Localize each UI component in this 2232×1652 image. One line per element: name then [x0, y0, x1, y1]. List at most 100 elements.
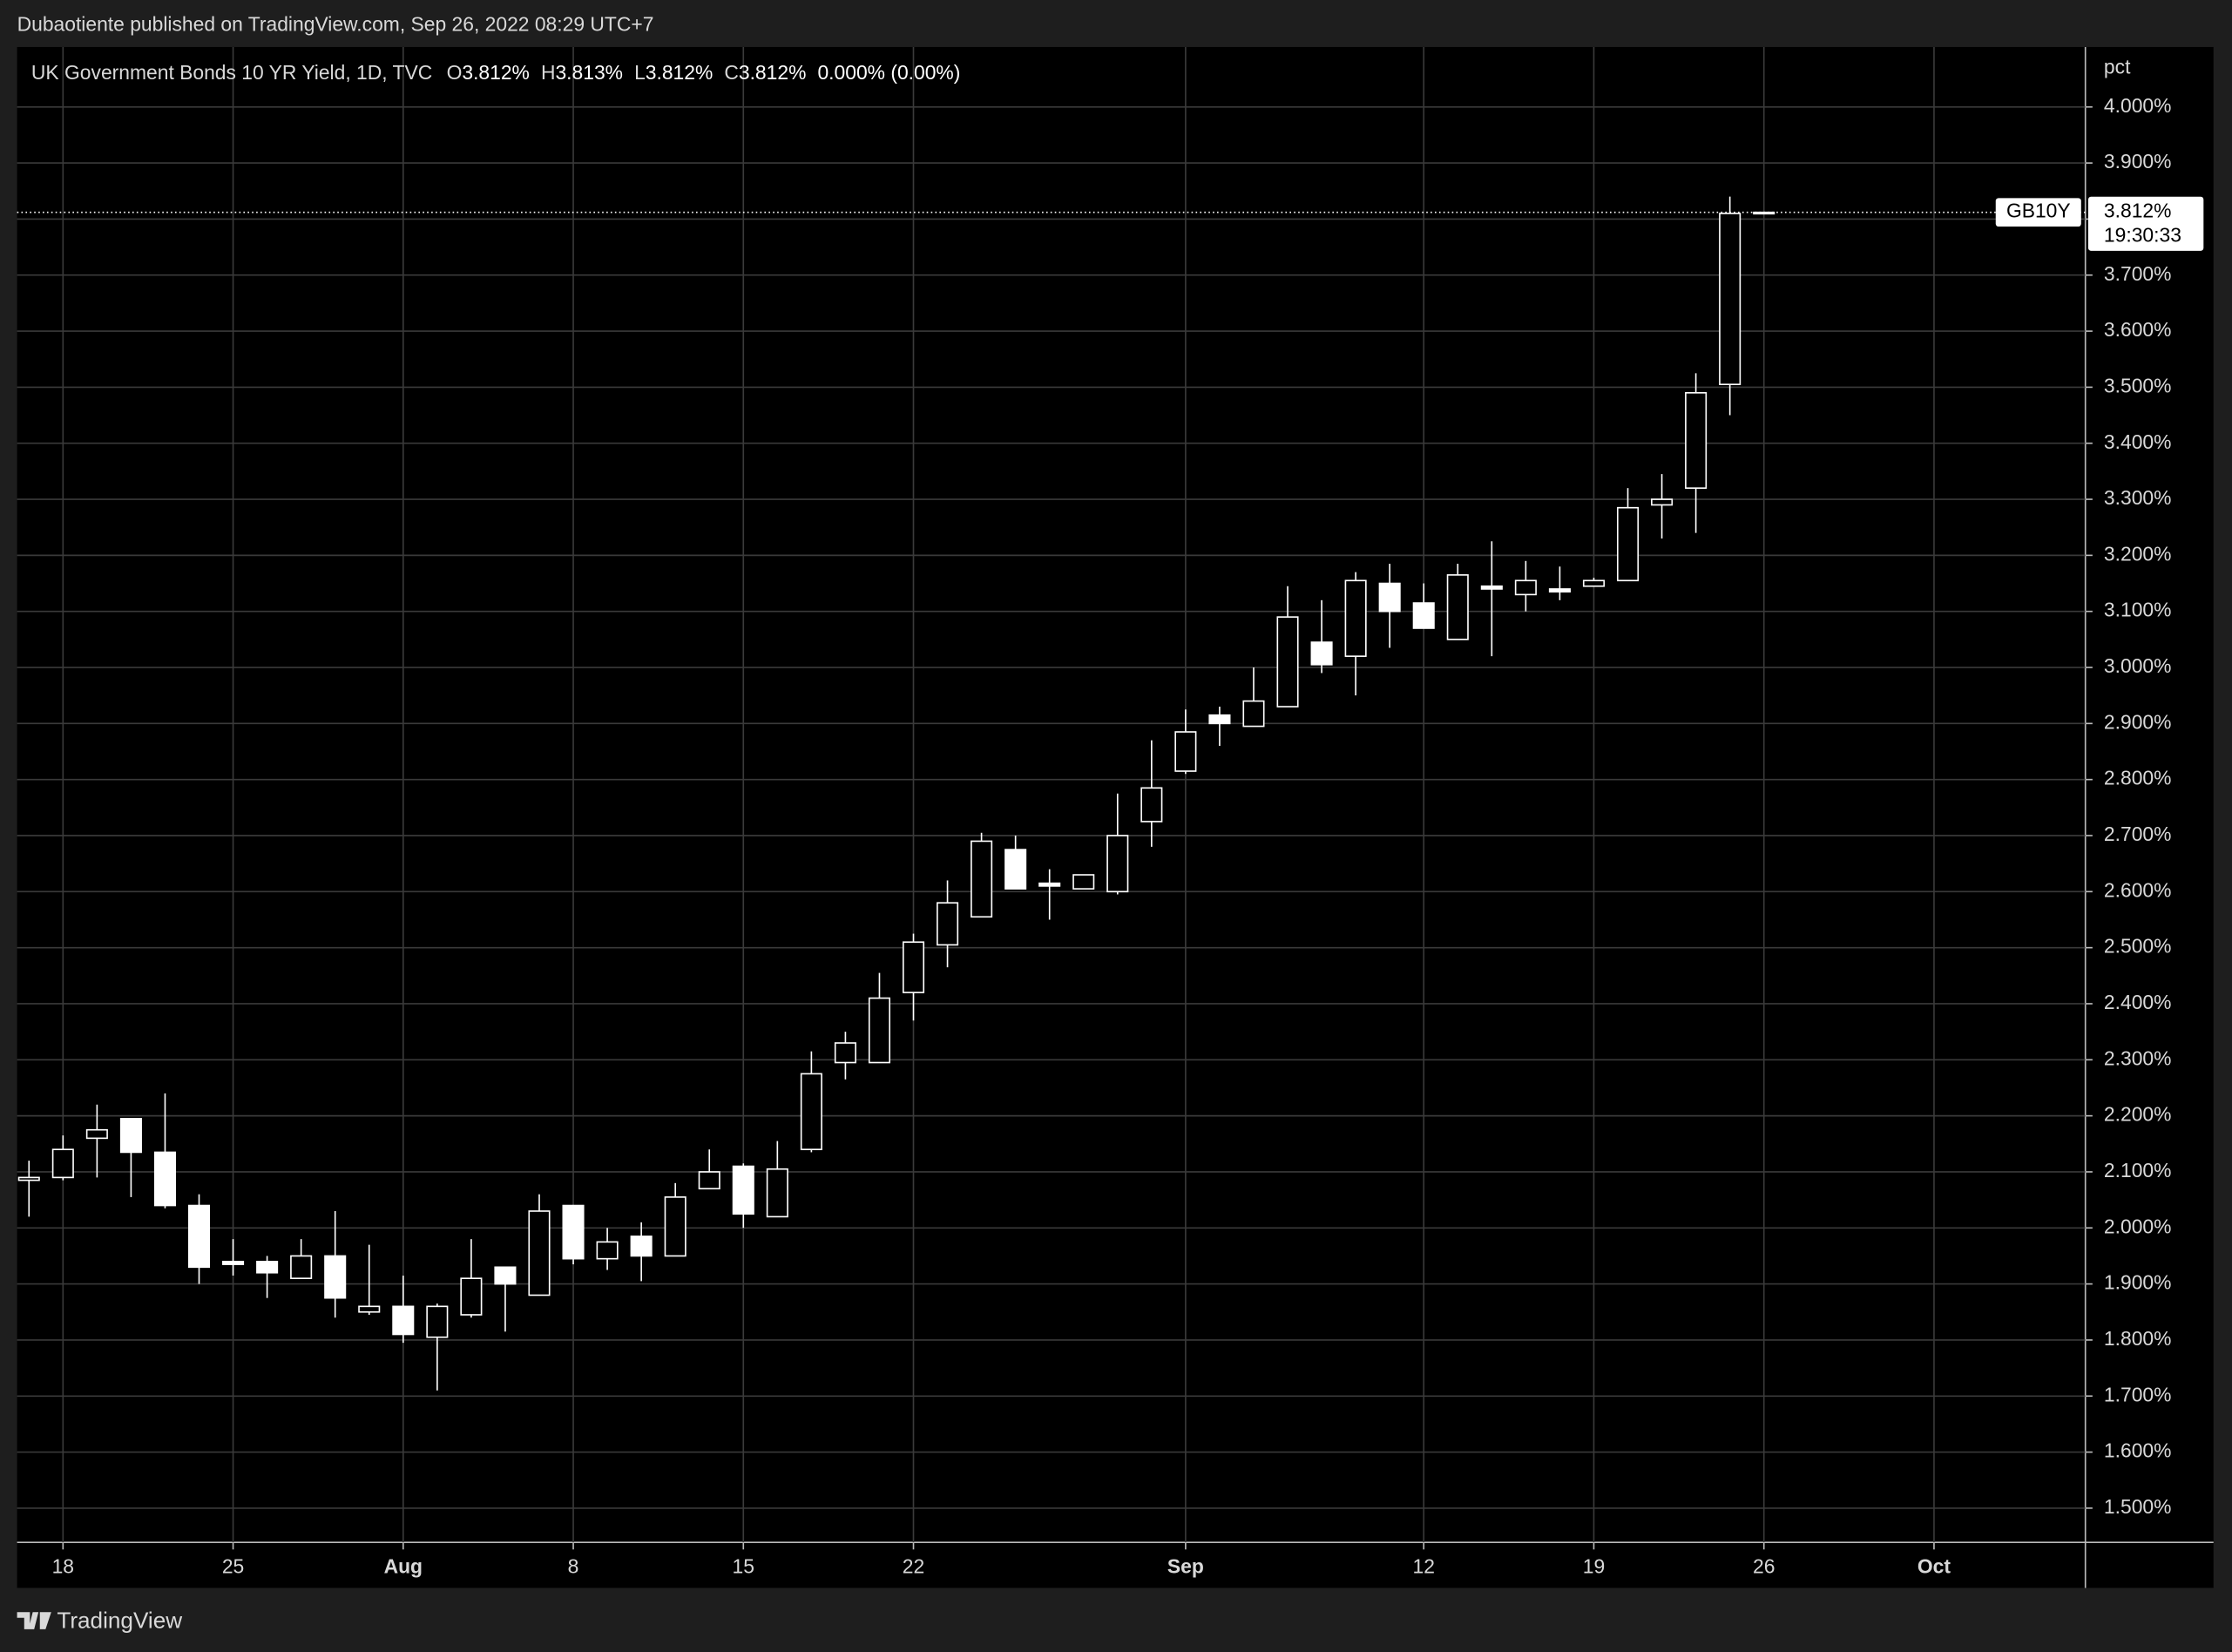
- y-tick-label: 2.900%: [2104, 710, 2172, 733]
- logo-mark: [17, 1612, 51, 1629]
- candle-body: [800, 1073, 822, 1151]
- y-tick-label: 2.000%: [2104, 1215, 2172, 1237]
- candle-body: [290, 1255, 313, 1279]
- legend-value: 3.812%: [462, 61, 530, 84]
- symbol-label-box: [1995, 198, 2081, 227]
- candle-body: [1582, 579, 1605, 587]
- candle-body: [902, 941, 925, 993]
- x-tick-label: 26: [1753, 1555, 1775, 1578]
- candle-body: [222, 1261, 245, 1265]
- y-tick-label: 2.600%: [2104, 878, 2172, 901]
- candle-body: [153, 1151, 176, 1207]
- candle-body: [971, 840, 993, 918]
- candle-body: [630, 1236, 653, 1257]
- candle-body: [1685, 392, 1708, 489]
- candle-body: [1174, 731, 1197, 772]
- candle-body: [937, 902, 959, 946]
- candle-body: [17, 1176, 40, 1181]
- candle-body: [1719, 213, 1742, 385]
- x-tick-label: 18: [52, 1555, 74, 1578]
- y-tick-label: 4.000%: [2104, 94, 2172, 117]
- legend-key: H: [541, 61, 556, 84]
- candle-body: [596, 1241, 619, 1260]
- candle-body: [1310, 641, 1333, 666]
- candle-body: [1480, 585, 1503, 590]
- candle-body: [732, 1165, 754, 1215]
- candle-body: [51, 1148, 74, 1179]
- y-tick-label: 3.700%: [2104, 262, 2172, 285]
- legend-value: 3.813%: [555, 61, 623, 84]
- y-tick-label: 3.000%: [2104, 654, 2172, 677]
- legend-change: 0.000% (0.00%): [817, 61, 960, 84]
- candle-body: [698, 1171, 720, 1190]
- symbol-label: GB10Y: [2006, 200, 2071, 222]
- candle-body: [1378, 582, 1401, 613]
- candle-body: [1276, 616, 1299, 708]
- footer-brand: TradingView: [57, 1608, 182, 1634]
- y-tick-label: 3.500%: [2104, 374, 2172, 396]
- candle-body: [1446, 574, 1469, 640]
- chart-pane: [17, 46, 2086, 1543]
- candle-body: [324, 1255, 347, 1299]
- y-tick-label: 2.800%: [2104, 767, 2172, 789]
- candle-body: [1514, 579, 1537, 596]
- legend-value: 3.812%: [739, 61, 807, 84]
- x-tick-label: 12: [1413, 1555, 1435, 1578]
- price-axis: [2085, 46, 2214, 1543]
- y-tick-label: 2.100%: [2104, 1159, 2172, 1181]
- x-tick-label: Aug: [384, 1555, 423, 1578]
- candle-body: [1344, 579, 1367, 657]
- candle-body: [426, 1305, 449, 1338]
- candle-body: [494, 1266, 517, 1285]
- candle-body: [1412, 602, 1435, 629]
- y-tick-label: 1.500%: [2104, 1495, 2172, 1518]
- tradingview-logo: TradingView: [17, 1608, 182, 1634]
- candle-body: [392, 1305, 415, 1336]
- candle-body: [1616, 506, 1640, 582]
- y-tick-label: 2.200%: [2104, 1103, 2172, 1126]
- y-tick-label: 2.700%: [2104, 823, 2172, 845]
- candles: [17, 196, 1775, 1391]
- y-tick-label: 3.400%: [2104, 430, 2172, 453]
- x-tick-label: Sep: [1167, 1555, 1204, 1578]
- candle-body: [1106, 835, 1129, 893]
- candle-body: [868, 997, 890, 1064]
- y-tick-label: 3.900%: [2104, 150, 2172, 173]
- candle-body: [256, 1261, 279, 1274]
- candle-body: [1651, 498, 1674, 506]
- y-tick-label: 3.100%: [2104, 599, 2172, 621]
- legend-value: 3.812%: [646, 61, 714, 84]
- x-tick-label: 19: [1583, 1555, 1605, 1578]
- y-tick-label: 3.200%: [2104, 542, 2172, 565]
- candle-body: [834, 1042, 856, 1064]
- candle-body: [528, 1210, 551, 1297]
- candle-body: [358, 1305, 381, 1313]
- candle-body: [1004, 849, 1027, 890]
- candle-body: [766, 1168, 788, 1218]
- countdown-label: 19:30:33: [2104, 224, 2181, 247]
- y-tick-label: 2.300%: [2104, 1046, 2172, 1069]
- candle-body: [1208, 714, 1231, 725]
- y-tick-label: 3.300%: [2104, 486, 2172, 509]
- candle-body: [1242, 700, 1265, 728]
- y-tick-label: 1.900%: [2104, 1271, 2172, 1294]
- y-tick-label: 1.700%: [2104, 1383, 2172, 1405]
- candle-body: [1140, 787, 1163, 823]
- y-tick-label: 3.600%: [2104, 318, 2172, 341]
- legend-symbol: UK Government Bonds 10 YR Yield, 1D, TVC: [31, 61, 432, 84]
- candle-body: [664, 1196, 687, 1257]
- time-axis: [17, 1542, 2214, 1588]
- legend-key: O: [447, 61, 463, 84]
- candle-body: [1548, 588, 1571, 592]
- y-tick-label: 2.400%: [2104, 991, 2172, 1013]
- price-label: 3.812%: [2104, 200, 2172, 222]
- y-tick-label: 2.500%: [2104, 935, 2172, 958]
- candle-body: [187, 1204, 211, 1269]
- candle-body: [562, 1204, 585, 1260]
- candle-body: [1072, 874, 1095, 890]
- y-tick-label: 1.800%: [2104, 1327, 2172, 1350]
- legend: UK Government Bonds 10 YR Yield, 1D, TVC…: [31, 61, 960, 84]
- y-tick-label: 1.600%: [2104, 1439, 2172, 1462]
